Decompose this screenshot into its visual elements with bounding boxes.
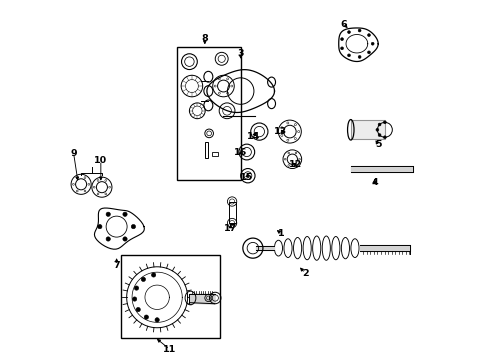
Circle shape: [341, 38, 343, 41]
Text: 7: 7: [113, 261, 120, 270]
Circle shape: [136, 307, 140, 312]
Circle shape: [376, 129, 379, 131]
Circle shape: [98, 225, 102, 229]
Text: 10: 10: [94, 156, 107, 165]
Circle shape: [141, 277, 146, 282]
Circle shape: [378, 134, 381, 136]
Text: 4: 4: [371, 178, 378, 187]
Text: 14: 14: [247, 132, 261, 141]
Bar: [205, 142, 208, 158]
Circle shape: [155, 318, 159, 322]
Circle shape: [134, 286, 139, 290]
Circle shape: [383, 136, 386, 139]
Text: 16: 16: [234, 148, 247, 157]
Bar: [212, 152, 219, 156]
Text: 8: 8: [201, 34, 208, 43]
Bar: [351, 121, 385, 139]
Circle shape: [106, 237, 110, 241]
Circle shape: [368, 34, 370, 37]
Text: 13: 13: [274, 127, 288, 136]
Bar: [228, 202, 236, 223]
Circle shape: [144, 315, 148, 319]
Circle shape: [347, 31, 350, 33]
Circle shape: [347, 54, 350, 57]
Circle shape: [368, 51, 370, 54]
Text: 2: 2: [302, 269, 309, 278]
Circle shape: [371, 42, 374, 45]
Circle shape: [378, 123, 381, 126]
Text: 9: 9: [70, 149, 77, 158]
Circle shape: [132, 297, 137, 301]
Circle shape: [383, 121, 386, 124]
Circle shape: [151, 273, 156, 277]
Circle shape: [358, 29, 361, 32]
Bar: [177, 47, 242, 180]
Circle shape: [123, 212, 127, 216]
Circle shape: [123, 237, 127, 241]
Text: 1: 1: [277, 229, 284, 238]
Circle shape: [341, 47, 343, 50]
Circle shape: [358, 55, 361, 58]
Text: 5: 5: [375, 140, 382, 149]
Bar: [122, 255, 220, 338]
Text: 17: 17: [224, 224, 237, 233]
Text: 3: 3: [238, 49, 244, 58]
Text: 15: 15: [240, 174, 253, 183]
Text: 12: 12: [289, 160, 302, 169]
Circle shape: [131, 225, 136, 229]
Text: 11: 11: [163, 345, 176, 354]
Circle shape: [106, 212, 110, 216]
Text: 6: 6: [341, 19, 347, 28]
